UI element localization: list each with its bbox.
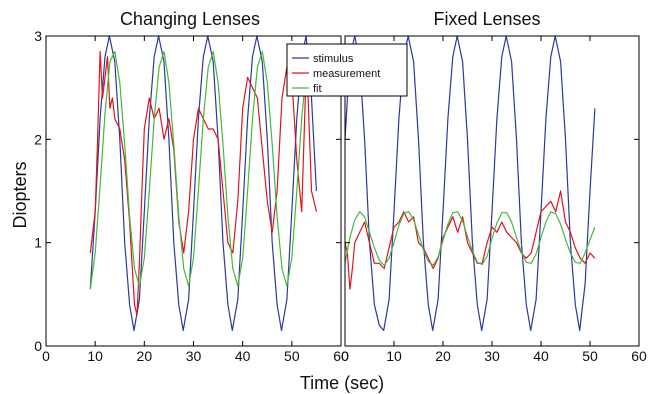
x-tick-label-panel-0: 50 [284, 348, 300, 364]
x-tick-label-panel-1: 60 [631, 348, 647, 364]
x-tick-label-panel-0: 0 [42, 348, 50, 364]
panel-fixed-lenses: Fixed Lenses 0 10 20 30 40 50 60 [341, 9, 647, 364]
y-tick-label-panel-0: 0 [34, 338, 42, 354]
y-tick-label-panel-0: 2 [34, 131, 42, 147]
x-tick-label-panel-0: 30 [186, 348, 202, 364]
legend: stimulus measurement fit [286, 43, 408, 97]
legend-label-stimulus: stimulus [313, 53, 354, 65]
series-line-measurement-panel-1 [344, 190, 596, 290]
x-tick-label-panel-0: 20 [137, 348, 153, 364]
series-line-stimulus-panel-0 [89, 35, 317, 332]
x-tick-label-panel-1: 40 [533, 348, 549, 364]
series-line-fit-panel-0 [89, 50, 317, 290]
x-axis-label: Time (sec) [300, 373, 384, 393]
x-tick-label-panel-1: 20 [435, 348, 451, 364]
x-tick-label-panel-0: 60 [333, 348, 349, 364]
panel-title-changing-lenses: Changing Lenses [120, 9, 260, 29]
x-tick-label-panel-1: 30 [484, 348, 500, 364]
x-tick-label-panel-1: 10 [386, 348, 402, 364]
x-tick-label-panel-0: 10 [87, 348, 103, 364]
panel-title-fixed-lenses: Fixed Lenses [433, 9, 540, 29]
y-tick-label-panel-0: 3 [34, 28, 42, 44]
series-line-stimulus-panel-1 [344, 35, 596, 332]
series-line-fit-panel-1 [344, 211, 596, 266]
x-tick-label-panel-1: 0 [341, 348, 349, 364]
legend-label-measurement: measurement [313, 68, 380, 80]
series-line-measurement-panel-0 [89, 50, 317, 316]
x-tick-label-panel-0: 40 [235, 348, 251, 364]
legend-label-fit: fit [313, 83, 322, 95]
y-tick-label-panel-0: 1 [34, 235, 42, 251]
y-axis-label: Diopters [10, 161, 30, 228]
x-tick-label-panel-1: 50 [582, 348, 598, 364]
legend-box [286, 43, 408, 97]
